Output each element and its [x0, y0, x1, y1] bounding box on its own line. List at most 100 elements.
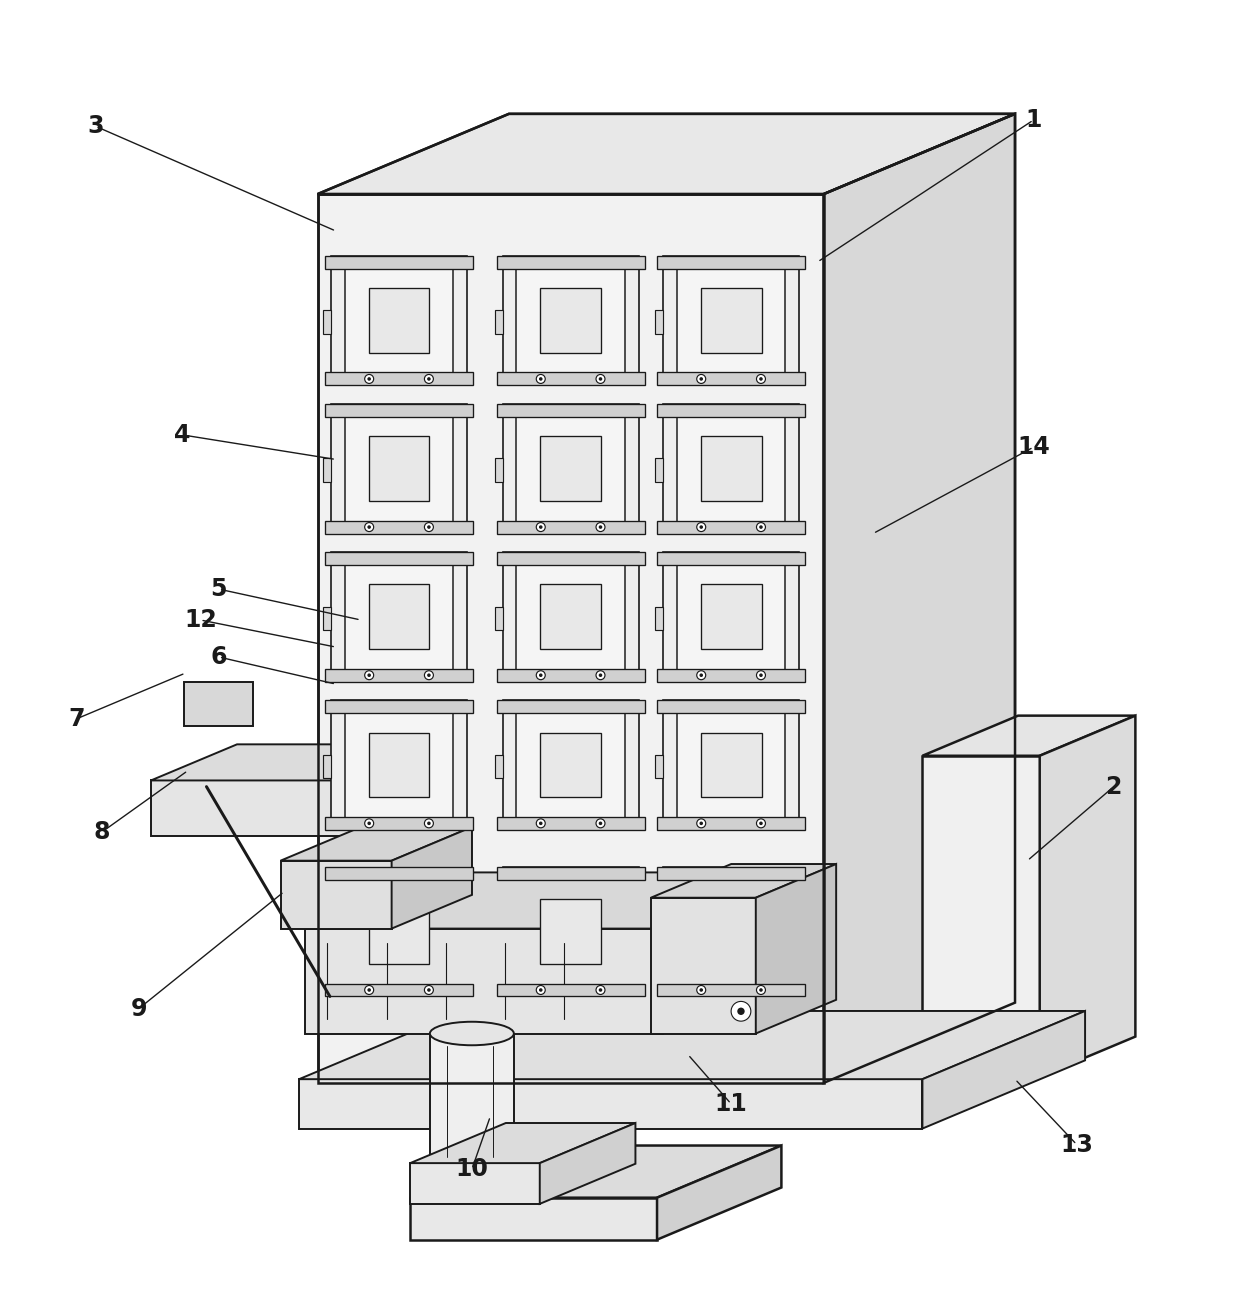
Polygon shape [325, 700, 474, 714]
Circle shape [599, 377, 603, 381]
Polygon shape [280, 861, 392, 929]
Circle shape [536, 670, 546, 679]
Polygon shape [151, 781, 379, 836]
Polygon shape [1039, 716, 1136, 1076]
Polygon shape [663, 256, 799, 385]
Circle shape [424, 523, 434, 532]
Polygon shape [657, 552, 805, 565]
Ellipse shape [430, 1022, 513, 1045]
Circle shape [365, 986, 373, 995]
Polygon shape [322, 310, 331, 334]
Polygon shape [663, 867, 799, 996]
Polygon shape [516, 562, 625, 671]
Circle shape [699, 988, 703, 992]
Circle shape [759, 377, 763, 381]
Circle shape [424, 374, 434, 384]
Circle shape [759, 988, 763, 992]
Text: 9: 9 [130, 997, 146, 1021]
Polygon shape [502, 700, 639, 830]
Polygon shape [325, 372, 474, 385]
Polygon shape [496, 552, 645, 565]
Polygon shape [655, 310, 663, 334]
Polygon shape [331, 403, 467, 533]
Polygon shape [657, 403, 805, 417]
Polygon shape [655, 921, 663, 945]
Polygon shape [368, 436, 429, 501]
Polygon shape [322, 607, 331, 629]
Circle shape [596, 374, 605, 384]
Polygon shape [701, 436, 761, 501]
Polygon shape [345, 267, 454, 374]
Polygon shape [379, 744, 465, 836]
Polygon shape [496, 817, 645, 830]
Polygon shape [701, 585, 761, 649]
Polygon shape [651, 865, 836, 897]
Polygon shape [496, 700, 645, 714]
Circle shape [424, 819, 434, 828]
Polygon shape [392, 827, 472, 929]
Circle shape [756, 374, 765, 384]
Polygon shape [502, 867, 639, 996]
Polygon shape [495, 607, 502, 629]
Polygon shape [516, 267, 625, 374]
Circle shape [536, 986, 546, 995]
Circle shape [599, 821, 603, 825]
Polygon shape [701, 288, 761, 353]
Polygon shape [495, 459, 502, 482]
Polygon shape [322, 754, 331, 778]
Text: 12: 12 [184, 608, 217, 632]
Polygon shape [325, 520, 474, 533]
Circle shape [697, 374, 706, 384]
Polygon shape [495, 310, 502, 334]
Circle shape [756, 819, 765, 828]
Circle shape [539, 673, 543, 677]
Polygon shape [657, 867, 805, 880]
Circle shape [596, 819, 605, 828]
Polygon shape [496, 867, 645, 880]
Circle shape [424, 986, 434, 995]
Polygon shape [322, 459, 331, 482]
Polygon shape [655, 459, 663, 482]
Polygon shape [325, 817, 474, 830]
Polygon shape [430, 1034, 513, 1169]
Polygon shape [496, 983, 645, 996]
Polygon shape [325, 256, 474, 269]
Circle shape [367, 673, 371, 677]
Polygon shape [655, 754, 663, 778]
Circle shape [697, 819, 706, 828]
Polygon shape [516, 878, 625, 986]
Circle shape [759, 526, 763, 528]
Polygon shape [317, 114, 1016, 194]
Circle shape [365, 523, 373, 532]
Polygon shape [325, 403, 474, 417]
Text: 8: 8 [93, 820, 110, 845]
Circle shape [427, 377, 430, 381]
Circle shape [367, 377, 371, 381]
Circle shape [699, 821, 703, 825]
Polygon shape [331, 700, 467, 830]
Polygon shape [325, 552, 474, 565]
Polygon shape [345, 711, 454, 819]
Polygon shape [368, 733, 429, 798]
Polygon shape [657, 700, 805, 714]
Circle shape [759, 673, 763, 677]
Polygon shape [151, 744, 465, 781]
Polygon shape [410, 1163, 539, 1204]
Circle shape [539, 821, 543, 825]
Polygon shape [496, 403, 645, 417]
Polygon shape [541, 585, 601, 649]
Polygon shape [331, 552, 467, 682]
Polygon shape [657, 983, 805, 996]
Polygon shape [663, 700, 799, 830]
Polygon shape [345, 415, 454, 523]
Polygon shape [325, 867, 474, 880]
Polygon shape [496, 256, 645, 269]
Circle shape [536, 374, 546, 384]
Circle shape [427, 673, 430, 677]
Circle shape [596, 986, 605, 995]
Polygon shape [322, 921, 331, 945]
Circle shape [596, 670, 605, 679]
Polygon shape [701, 899, 761, 964]
Circle shape [427, 988, 430, 992]
Polygon shape [345, 562, 454, 671]
